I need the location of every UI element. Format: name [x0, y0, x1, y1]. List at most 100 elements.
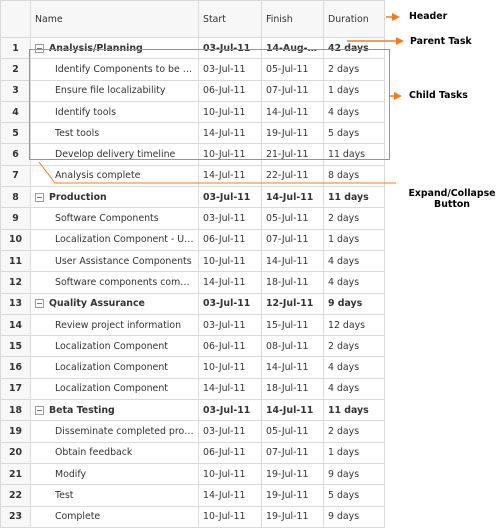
- row-number[interactable]: 2: [0, 58, 31, 81]
- start-date-cell[interactable]: 14-Jul-11: [198, 271, 262, 294]
- duration-cell[interactable]: 9 days: [323, 462, 385, 486]
- row-number[interactable]: 15: [0, 335, 31, 358]
- collapse-toggle-icon[interactable]: [35, 299, 44, 309]
- finish-date-cell[interactable]: 21-Jul-11: [261, 143, 324, 166]
- row-number[interactable]: 22: [0, 484, 31, 507]
- child-task-row[interactable]: 21 Modify 10-Jul-11 19-Jul-11 9 days: [0, 462, 385, 486]
- start-date-cell[interactable]: 03-Jul-11: [198, 207, 262, 230]
- child-task-row[interactable]: 19 Disseminate completed product 03-Jul-11…: [0, 420, 385, 443]
- finish-date-cell[interactable]: 05-Jul-11: [261, 58, 324, 81]
- row-number[interactable]: 10: [0, 228, 31, 251]
- task-name-cell[interactable]: Software components complete: [30, 271, 199, 294]
- finish-date-cell[interactable]: 12-Jul-11: [261, 292, 324, 315]
- finish-date-cell[interactable]: 05-Jul-11: [261, 207, 324, 230]
- task-name-cell[interactable]: Localization Component: [30, 335, 199, 358]
- child-task-row[interactable]: 12 Software components complete 14-Jul-11 1…: [0, 271, 385, 294]
- duration-cell[interactable]: 4 days: [323, 271, 385, 294]
- finish-date-cell[interactable]: 07-Jul-11: [261, 441, 324, 464]
- child-task-row[interactable]: 16 Localization Component 10-Jul-11 14-Jul-…: [0, 356, 385, 379]
- start-date-cell[interactable]: 06-Jul-11: [198, 335, 262, 358]
- column-header-finish[interactable]: Finish: [261, 0, 324, 38]
- column-header-name[interactable]: Name: [30, 0, 199, 38]
- task-name-cell[interactable]: Obtain feedback: [30, 441, 199, 464]
- duration-cell[interactable]: 9 days: [323, 505, 385, 528]
- start-date-cell[interactable]: 14-Jul-11: [198, 164, 262, 188]
- duration-cell[interactable]: 4 days: [323, 356, 385, 379]
- finish-date-cell[interactable]: 22-Jul-11: [261, 164, 324, 188]
- collapse-toggle-icon[interactable]: [35, 192, 44, 202]
- start-date-cell[interactable]: 10-Jul-11: [198, 462, 262, 486]
- child-task-row[interactable]: 11 User Assistance Components 10-Jul-11 14-…: [0, 249, 385, 273]
- row-number[interactable]: 14: [0, 313, 31, 337]
- task-name-cell[interactable]: Test: [30, 484, 199, 507]
- start-date-cell[interactable]: 10-Jul-11: [198, 505, 262, 528]
- duration-cell[interactable]: 9 days: [323, 292, 385, 315]
- finish-date-cell[interactable]: 19-Jul-11: [261, 505, 324, 528]
- finish-date-cell[interactable]: 14-Aug-11: [261, 36, 324, 60]
- duration-cell[interactable]: 11 days: [323, 143, 385, 166]
- finish-date-cell[interactable]: 14-Jul-11: [261, 249, 324, 273]
- duration-cell[interactable]: 1 days: [323, 79, 385, 102]
- start-date-cell[interactable]: 06-Jul-11: [198, 228, 262, 251]
- parent-task-row[interactable]: 13 Quality Assurance 03-Jul-11 12-Jul-11 9 d…: [0, 292, 385, 315]
- child-task-row[interactable]: 15 Localization Component 06-Jul-11 08-Jul-…: [0, 335, 385, 358]
- parent-task-row[interactable]: 8 Production 03-Jul-11 14-Jul-11 11 days: [0, 186, 385, 209]
- row-number[interactable]: 9: [0, 207, 31, 230]
- finish-date-cell[interactable]: 14-Jul-11: [261, 186, 324, 209]
- duration-cell[interactable]: 1 days: [323, 228, 385, 251]
- start-date-cell[interactable]: 14-Jul-11: [198, 377, 262, 401]
- task-name-cell[interactable]: Complete: [30, 505, 199, 528]
- child-task-row[interactable]: 22 Test 14-Jul-11 19-Jul-11 5 days: [0, 484, 385, 507]
- task-name-cell[interactable]: Review project information: [30, 313, 199, 337]
- finish-date-cell[interactable]: 05-Jul-11: [261, 420, 324, 443]
- finish-date-cell[interactable]: 18-Jul-11: [261, 377, 324, 401]
- start-date-cell[interactable]: 06-Jul-11: [198, 79, 262, 102]
- duration-cell[interactable]: 11 days: [323, 186, 385, 209]
- task-name-cell[interactable]: Identify Components to be Locali...: [30, 58, 199, 81]
- row-number[interactable]: 1: [0, 36, 31, 60]
- task-name-cell[interactable]: Ensure file localizability: [30, 79, 199, 102]
- child-task-row[interactable]: 7 Analysis complete 14-Jul-11 22-Jul-11 8 da…: [0, 164, 385, 188]
- finish-date-cell[interactable]: 19-Jul-11: [261, 462, 324, 486]
- duration-cell[interactable]: 8 days: [323, 164, 385, 188]
- duration-cell[interactable]: 42 days: [323, 36, 385, 60]
- row-number[interactable]: 17: [0, 377, 31, 401]
- child-task-row[interactable]: 20 Obtain feedback 06-Jul-11 07-Jul-11 1 day…: [0, 441, 385, 464]
- row-number[interactable]: 5: [0, 122, 31, 145]
- duration-cell[interactable]: 5 days: [323, 122, 385, 145]
- duration-cell[interactable]: 2 days: [323, 207, 385, 230]
- child-task-row[interactable]: 23 Complete 10-Jul-11 19-Jul-11 9 days: [0, 505, 385, 528]
- duration-cell[interactable]: 11 days: [323, 399, 385, 422]
- child-task-row[interactable]: 4 Identify tools 10-Jul-11 14-Jul-11 4 days: [0, 100, 385, 124]
- child-task-row[interactable]: 6 Develop delivery timeline 10-Jul-11 21-Ju…: [0, 143, 385, 166]
- finish-date-cell[interactable]: 14-Jul-11: [261, 356, 324, 379]
- finish-date-cell[interactable]: 14-Jul-11: [261, 399, 324, 422]
- parent-task-row[interactable]: 18 Beta Testing 03-Jul-11 14-Jul-11 11 days: [0, 399, 385, 422]
- task-name-cell[interactable]: Develop delivery timeline: [30, 143, 199, 166]
- start-date-cell[interactable]: 10-Jul-11: [198, 143, 262, 166]
- start-date-cell[interactable]: 03-Jul-11: [198, 420, 262, 443]
- task-name-cell[interactable]: Localization Component: [30, 377, 199, 401]
- start-date-cell[interactable]: 10-Jul-11: [198, 100, 262, 124]
- finish-date-cell[interactable]: 15-Jul-11: [261, 313, 324, 337]
- start-date-cell[interactable]: 03-Jul-11: [198, 292, 262, 315]
- row-number[interactable]: 4: [0, 100, 31, 124]
- column-header-start[interactable]: Start: [198, 0, 262, 38]
- row-number[interactable]: 18: [0, 399, 31, 422]
- duration-cell[interactable]: 2 days: [323, 335, 385, 358]
- task-name-cell[interactable]: Quality Assurance: [30, 292, 199, 315]
- task-name-cell[interactable]: User Assistance Components: [30, 249, 199, 273]
- duration-cell[interactable]: 1 days: [323, 441, 385, 464]
- row-number[interactable]: 11: [0, 249, 31, 273]
- row-number[interactable]: 3: [0, 79, 31, 102]
- row-number[interactable]: 6: [0, 143, 31, 166]
- start-date-cell[interactable]: 03-Jul-11: [198, 58, 262, 81]
- task-name-cell[interactable]: Localization Component: [30, 356, 199, 379]
- duration-cell[interactable]: 4 days: [323, 100, 385, 124]
- collapse-toggle-icon[interactable]: [35, 405, 44, 415]
- task-name-cell[interactable]: Production: [30, 186, 199, 209]
- task-name-cell[interactable]: Disseminate completed product: [30, 420, 199, 443]
- task-name-cell[interactable]: Beta Testing: [30, 399, 199, 422]
- start-date-cell[interactable]: 03-Jul-11: [198, 399, 262, 422]
- finish-date-cell[interactable]: 08-Jul-11: [261, 335, 324, 358]
